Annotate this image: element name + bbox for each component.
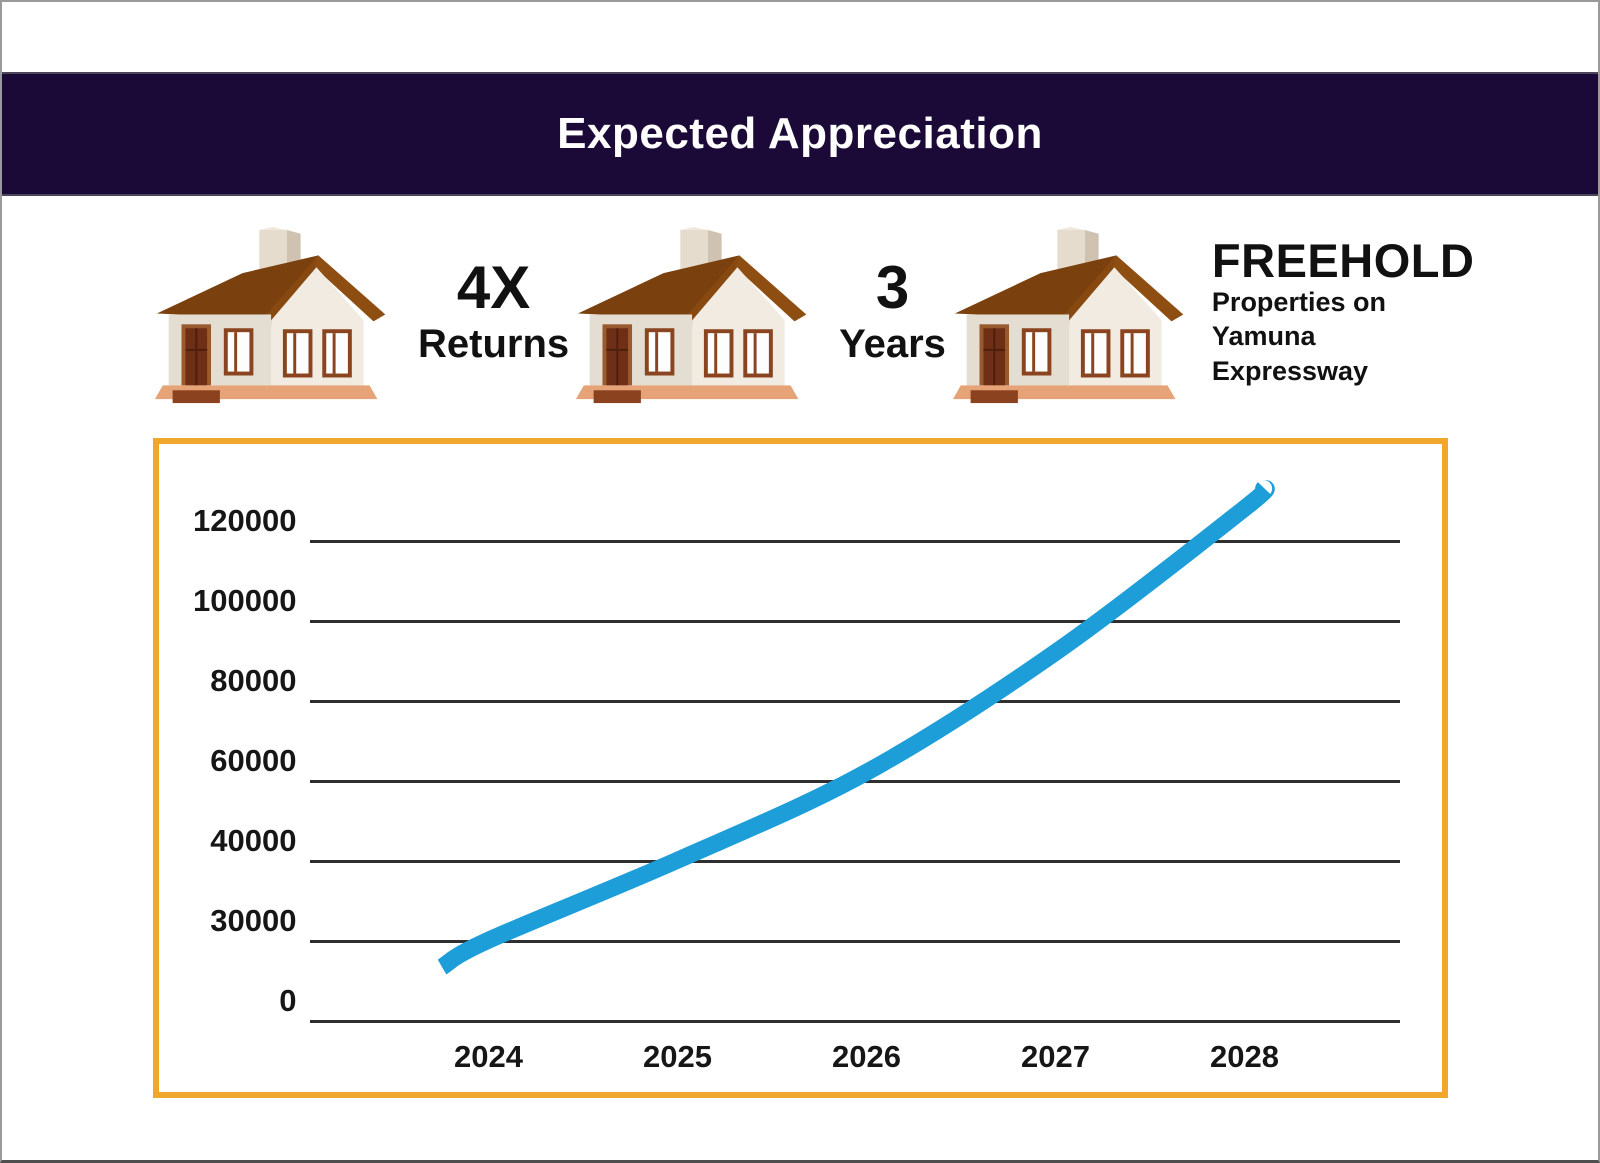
feature-value: FREEHOLD [1211,233,1475,287]
chart-gridline [309,1020,1400,1023]
chart-gridline [309,700,1400,703]
chart-gridline [309,940,1400,943]
feature-item: FREEHOLD Properties on Yamuna Expressway [946,216,1475,408]
y-axis-tick-label: 0 [279,983,297,1018]
house-icon [148,216,406,408]
feature-label: Returns [418,321,570,366]
chart-gridline [309,620,1400,623]
feature-label: Years [839,321,946,366]
y-axis-tick-label: 80000 [210,663,297,698]
features-row: 4X Returns 3 Years FREEHOLD Properties on Yamu… [2,196,1598,412]
page-title: Expected Appreciation [557,109,1043,158]
x-axis-tick-label: 2024 [454,1039,523,1074]
feature-item: 3 Years [569,216,946,408]
feature-label-line: Properties on [1211,286,1386,317]
feature-item: 4X Returns [148,216,569,408]
y-axis-tick-label: 120000 [193,503,297,538]
y-axis-tick-label: 30000 [210,903,297,938]
feature-label-line: Yamuna [1211,321,1316,352]
y-axis-tick-label: 100000 [193,583,297,618]
house-icon [569,216,827,408]
feature-value: 3 [875,253,910,321]
house-icon [946,216,1204,408]
feature-label-line: Expressway [1211,355,1369,386]
chart-gridline [309,860,1400,863]
feature-text: 3 Years [839,256,946,369]
chart-gridline [309,540,1400,543]
x-axis-tick-label: 2027 [1021,1039,1090,1074]
top-margin-band [2,2,1598,72]
feature-value: 4X [456,253,531,321]
x-axis-tick-label: 2026 [832,1039,901,1074]
x-axis-tick-label: 2025 [643,1039,712,1074]
feature-text: FREEHOLD Properties on Yamuna Expressway [1211,233,1475,389]
header-bar: Expected Appreciation [2,72,1598,196]
appreciation-chart: 120000 100000 80000 60000 40000 30000 0 2024 202… [159,444,1442,1092]
x-axis-tick-label: 2028 [1210,1039,1279,1074]
chart-box: 120000 100000 80000 60000 40000 30000 0 2024 202… [152,438,1448,1098]
appreciation-curve [436,480,1275,975]
feature-text: 4X Returns [418,256,569,369]
y-axis-tick-label: 60000 [210,743,297,778]
y-axis-tick-label: 40000 [210,823,297,858]
appreciation-line [436,480,1275,975]
